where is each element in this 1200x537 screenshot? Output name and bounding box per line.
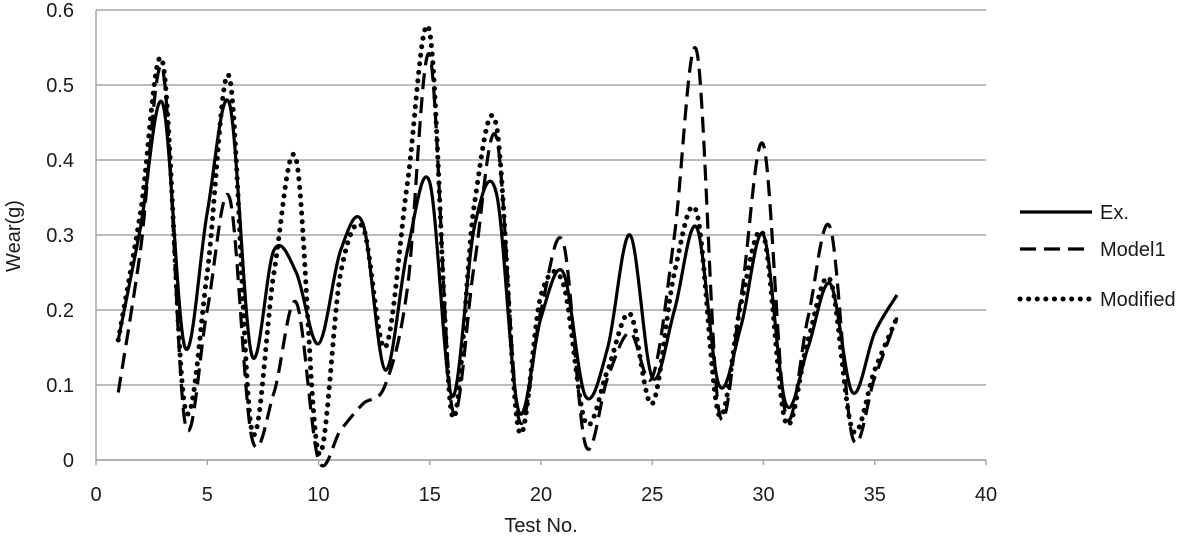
x-tick-label: 40 — [975, 484, 997, 506]
series-line-modified — [115, 23, 900, 457]
y-tick-label: 0.4 — [46, 150, 74, 172]
axes — [95, 10, 987, 465]
y-tick-label: 0 — [63, 450, 74, 472]
legend-label: Ex. — [1100, 202, 1129, 224]
y-tick-label: 0.1 — [46, 375, 74, 397]
y-axis-title: Wear(g) — [3, 200, 25, 272]
y-tick-label: 0.3 — [46, 225, 74, 247]
y-tick-labels: 0 0.1 0.2 0.3 0.4 0.5 0.6 — [46, 0, 74, 472]
y-tick-label: 0.5 — [46, 75, 74, 97]
x-tick-label: 20 — [530, 484, 552, 506]
x-tick-label: 25 — [641, 484, 663, 506]
y-tick-label: 0.2 — [46, 300, 74, 322]
legend-label: Model1 — [1100, 239, 1166, 261]
legend-label: Modified — [1100, 289, 1176, 311]
series-line-model1 — [116, 46, 899, 468]
x-tick-label: 30 — [752, 484, 774, 506]
x-tick-label: 5 — [202, 484, 213, 506]
x-tick-label: 10 — [307, 484, 329, 506]
series-lines — [115, 23, 900, 468]
legend: Ex. Model1 Modified — [1017, 202, 1176, 311]
y-tick-label: 0.6 — [46, 0, 74, 22]
x-axis-title: Test No. — [504, 515, 577, 537]
x-tick-labels: 0 5 10 15 20 25 30 35 40 — [90, 484, 997, 506]
x-tick-label: 0 — [90, 484, 101, 506]
x-tick-label: 15 — [419, 484, 441, 506]
x-tick-label: 35 — [864, 484, 886, 506]
